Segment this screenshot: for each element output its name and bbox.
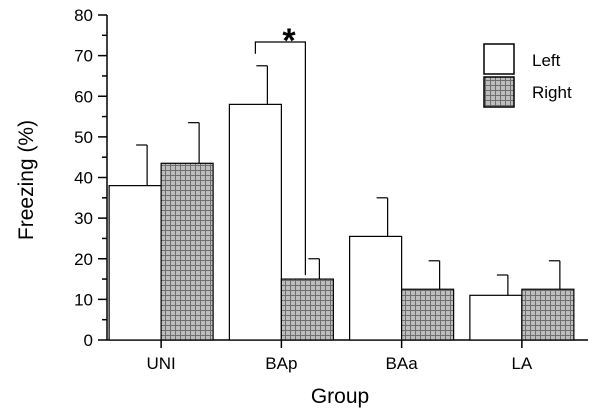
y-tick-label: 80	[74, 6, 93, 25]
y-tick-label: 40	[74, 169, 93, 188]
y-tick-label: 30	[74, 209, 93, 228]
significance-bracket	[254, 41, 306, 276]
legend-swatch-left	[483, 43, 515, 75]
bar-right-baa	[401, 288, 455, 341]
x-tick-label: BAa	[386, 354, 419, 373]
y-axis-title: Freezing (%)	[15, 120, 38, 240]
legend-label-left: Left	[532, 51, 561, 70]
legend: Left Right	[483, 43, 572, 108]
bar-left-baa	[349, 235, 403, 341]
bar-right-la	[521, 288, 575, 341]
x-tick-label: UNI	[146, 354, 175, 373]
significance-star: *	[282, 22, 296, 60]
plot-area: 0 10 20 30 40 50 60 70 80 UNI BAp BAa LA	[74, 6, 588, 373]
y-tick-label: 50	[74, 128, 93, 147]
legend-swatch-right	[483, 76, 515, 108]
x-axis-title: Group	[311, 385, 369, 408]
bar-right-bap	[280, 278, 334, 341]
y-tick-label: 0	[84, 331, 93, 350]
y-tick-label: 10	[74, 290, 93, 309]
x-tick-label: BAp	[265, 354, 297, 373]
legend-label-right: Right	[532, 83, 572, 102]
bar-left-bap	[228, 103, 282, 341]
bar-left-uni	[108, 185, 162, 341]
x-tick-label: LA	[511, 354, 532, 373]
bar-left-la	[469, 294, 523, 341]
y-tick-label: 60	[74, 87, 93, 106]
y-tick-label: 20	[74, 250, 93, 269]
y-tick-label: 70	[74, 47, 93, 66]
bar-right-uni	[160, 162, 214, 341]
